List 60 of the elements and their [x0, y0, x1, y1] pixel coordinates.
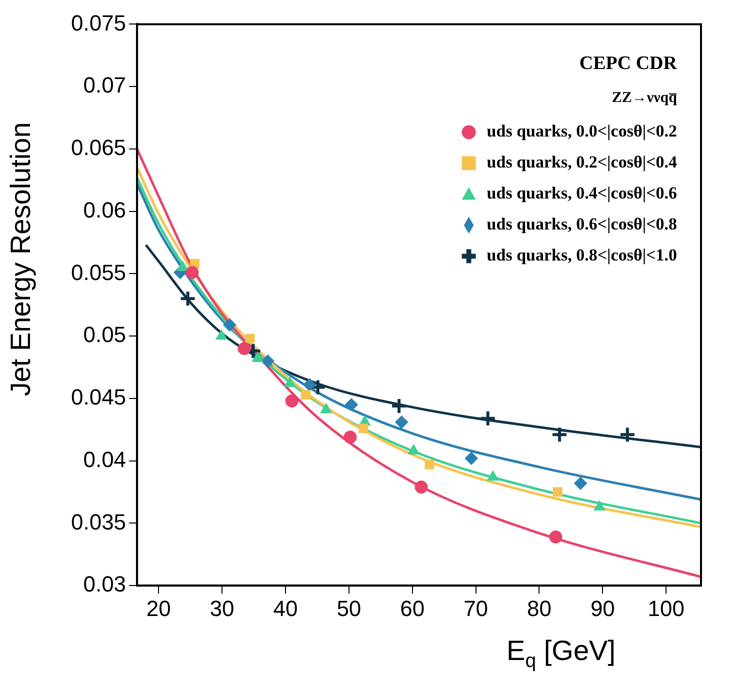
point	[549, 530, 562, 544]
point	[179, 290, 196, 308]
legend-label: uds quarks, 0.0<|cosθ|<0.2	[486, 122, 678, 141]
point	[301, 390, 311, 400]
point	[186, 266, 199, 279]
y-axis-title: Jet Energy Resolution	[5, 122, 36, 396]
line-series	[144, 244, 701, 448]
point	[414, 480, 428, 494]
point	[618, 426, 636, 444]
point	[245, 334, 255, 344]
y-tick-label: 0.05	[83, 322, 126, 348]
y-tick-label: 0.055	[70, 260, 126, 285]
point	[320, 403, 332, 414]
x-tick-label: 30	[210, 596, 234, 621]
y-tick-label: 0.07	[83, 72, 126, 98]
point	[408, 444, 420, 454]
line-series	[137, 148, 701, 578]
y-tick-label: 0.04	[83, 446, 126, 472]
x-tick-label: 20	[146, 596, 171, 621]
point	[552, 487, 562, 497]
point	[284, 376, 296, 387]
x-tick-label: 60	[400, 596, 425, 621]
point	[216, 330, 228, 340]
point	[261, 354, 274, 368]
x-tick-label: 50	[336, 596, 362, 621]
point	[344, 398, 358, 412]
point	[285, 394, 298, 408]
x-tick-label: 70	[464, 596, 488, 621]
point	[252, 352, 264, 362]
legend-label: uds quarks, 0.2<|cosθ|<0.4	[486, 152, 678, 172]
x-tick-label: 40	[273, 596, 298, 621]
x-tick-label: 90	[590, 596, 615, 621]
x-tick-label: 80	[526, 596, 552, 621]
legend-label: uds quarks, 0.8<|cosθ|<1.0	[486, 246, 678, 265]
y-tick-label: 0.035	[70, 509, 126, 534]
point	[479, 410, 496, 427]
point	[487, 470, 499, 481]
legend-label: uds quarks, 0.6<|cosθ|<0.8	[486, 214, 678, 234]
point	[464, 452, 478, 465]
point	[344, 430, 357, 444]
y-tick-label: 0.065	[70, 135, 126, 160]
point	[551, 426, 568, 444]
y-tick-label: 0.03	[83, 572, 126, 597]
point	[177, 260, 188, 271]
point	[238, 342, 251, 356]
y-tick-label: 0.06	[83, 197, 126, 222]
annotation: ZZ→ννqq̅	[612, 90, 678, 106]
point	[395, 416, 408, 429]
y-tick-label: 0.045	[70, 384, 126, 410]
point	[303, 378, 316, 392]
point	[424, 460, 434, 470]
point	[574, 476, 587, 490]
x-tick-label: 100	[648, 596, 684, 621]
point	[390, 397, 408, 414]
y-tick-label: 0.075	[70, 10, 126, 36]
legend-label: uds quarks, 0.4<|cosθ|<0.6	[486, 184, 678, 203]
annotation: CEPC CDR	[579, 53, 678, 74]
point	[594, 500, 606, 511]
point	[223, 318, 236, 332]
point	[358, 424, 368, 434]
